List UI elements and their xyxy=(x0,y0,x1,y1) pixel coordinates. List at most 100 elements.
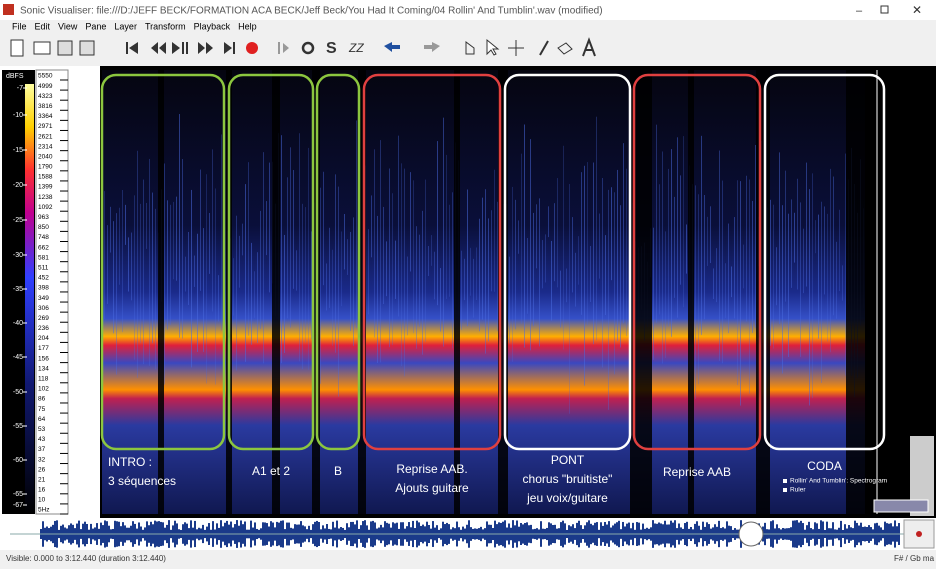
spectral-streak xyxy=(725,263,726,318)
save-button[interactable] xyxy=(58,41,72,55)
spectral-streak xyxy=(728,224,729,334)
spectral-streak xyxy=(122,190,123,332)
menu-item[interactable]: Layer xyxy=(114,21,137,31)
menu-item[interactable]: Playback xyxy=(194,21,231,31)
db-label: -40 xyxy=(13,320,23,327)
freq-label: 1790 xyxy=(38,164,53,171)
spectral-streak xyxy=(719,151,720,361)
section-label: Reprise AAB xyxy=(663,465,731,479)
menu-item[interactable]: File xyxy=(12,21,27,31)
spectral-streak xyxy=(446,155,447,299)
menu-item[interactable]: Help xyxy=(238,21,257,31)
spectral-streak xyxy=(380,140,381,362)
spectral-streak xyxy=(332,250,333,346)
navigate-tool[interactable] xyxy=(466,42,474,54)
spectral-streak xyxy=(335,174,336,352)
spectral-streak xyxy=(602,178,603,367)
close-button[interactable]: ✕ xyxy=(912,3,922,17)
spectral-streak xyxy=(146,203,147,249)
spectral-streak xyxy=(497,202,498,331)
freq-label: 2040 xyxy=(38,153,53,160)
menu-item[interactable]: Pane xyxy=(85,21,106,31)
spectral-streak xyxy=(215,188,216,384)
spectral-streak xyxy=(491,210,492,291)
spectral-streak xyxy=(218,275,219,321)
undo-button[interactable] xyxy=(384,42,400,52)
menu-item[interactable]: View xyxy=(58,21,78,31)
layer-name: Ruler xyxy=(790,487,806,494)
spectral-streak xyxy=(353,217,354,345)
spectral-streak xyxy=(251,243,252,345)
rewind-start-button[interactable] xyxy=(126,42,138,54)
forward-button[interactable] xyxy=(198,42,213,54)
section-label: A1 et 2 xyxy=(252,464,290,478)
spectral-streak xyxy=(512,187,513,362)
silence-gap xyxy=(688,70,694,514)
spectral-streak xyxy=(428,246,429,276)
menu-item[interactable]: Transform xyxy=(145,21,186,31)
draw-tool[interactable] xyxy=(540,41,548,55)
save-as-button[interactable] xyxy=(80,41,94,55)
freq-label: 581 xyxy=(38,254,49,261)
new-button[interactable] xyxy=(11,40,23,56)
spectral-streak xyxy=(614,192,615,374)
record-button[interactable] xyxy=(246,42,258,54)
freq-label: 26 xyxy=(38,466,46,473)
spectral-streak xyxy=(131,233,132,301)
app-window: Sonic Visualiser: file:///D:/JEFF BECK/F… xyxy=(0,0,936,564)
measure-tool[interactable] xyxy=(583,40,595,56)
spectral-streak xyxy=(464,259,465,300)
forward-end-button[interactable] xyxy=(224,42,235,54)
status-visible: Visible: 0.000 to 3:12.440 (duration 3:1… xyxy=(6,554,166,563)
erase-tool[interactable] xyxy=(558,43,572,54)
move-tool[interactable] xyxy=(508,40,524,56)
spectral-streak xyxy=(323,172,324,285)
spectral-streak xyxy=(818,215,819,339)
layer-swatch xyxy=(783,479,787,483)
redo-button[interactable] xyxy=(424,42,440,52)
spectral-streak xyxy=(128,237,129,291)
freq-label: 4323 xyxy=(38,93,53,100)
spectral-streak xyxy=(707,217,708,266)
spectral-streak xyxy=(575,253,576,307)
spectral-streak xyxy=(422,211,423,355)
spectral-streak xyxy=(737,180,738,385)
loop-button[interactable] xyxy=(303,43,313,53)
spectral-streak xyxy=(197,234,198,352)
spectral-streak xyxy=(839,210,840,291)
freq-label: 43 xyxy=(38,436,46,443)
layer-tabs[interactable] xyxy=(874,500,928,512)
spectral-streak xyxy=(596,117,597,341)
spectral-streak xyxy=(572,217,573,292)
speed-dial[interactable] xyxy=(739,522,763,546)
spectral-streak xyxy=(473,259,474,318)
freq-label: 662 xyxy=(38,244,49,251)
play-selection-button[interactable] xyxy=(278,42,289,54)
spectral-streak xyxy=(677,137,678,317)
menu-item[interactable]: Edit xyxy=(35,21,51,31)
solo-button[interactable]: S xyxy=(326,40,337,57)
minimize-button[interactable]: – xyxy=(856,5,863,17)
play-button[interactable] xyxy=(172,42,188,54)
speed-button[interactable]: ZZ xyxy=(348,41,364,55)
spectral-streak xyxy=(410,172,411,271)
rewind-button[interactable] xyxy=(151,42,166,54)
spectral-streak xyxy=(116,213,117,374)
spectral-streak xyxy=(665,231,666,358)
section-label: chorus "bruitiste" xyxy=(523,472,613,486)
spectral-streak xyxy=(407,257,408,336)
spectral-streak xyxy=(284,235,285,353)
spectral-streak xyxy=(821,202,822,383)
freq-label: 236 xyxy=(38,325,49,332)
spectral-streak xyxy=(281,135,282,363)
spectral-streak xyxy=(245,184,246,362)
spectral-streak xyxy=(404,169,405,377)
select-tool[interactable] xyxy=(487,40,498,55)
spectral-streak xyxy=(815,220,816,253)
freq-label: 452 xyxy=(38,275,49,282)
status-key: F# / Gb ma xyxy=(894,554,935,563)
spectral-streak xyxy=(413,180,414,333)
open-button[interactable] xyxy=(34,42,50,54)
spectral-streak xyxy=(533,213,534,326)
freq-label: 2621 xyxy=(38,133,53,140)
